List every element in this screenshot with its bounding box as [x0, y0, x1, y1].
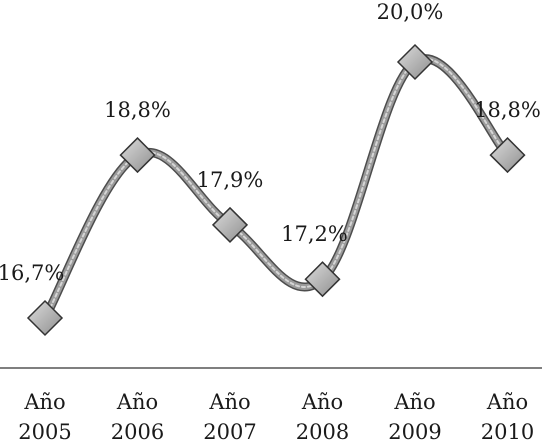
data-label: 17,9% — [197, 168, 264, 192]
data-point-marker — [489, 137, 526, 174]
x-tick-label: Año — [393, 390, 435, 414]
data-point-marker — [304, 261, 341, 298]
x-tick-label: 2006 — [111, 420, 164, 442]
data-point-marker — [211, 206, 249, 243]
data-label: 20,0% — [377, 0, 444, 24]
data-label: 16,7% — [0, 261, 64, 285]
x-tick-label: Año — [116, 390, 158, 414]
x-tick-label: 2005 — [18, 420, 71, 442]
data-point-marker — [396, 43, 434, 81]
x-tick-label: Año — [301, 390, 343, 414]
x-tick-label: Año — [23, 390, 65, 414]
x-tick-label: Año — [208, 390, 250, 414]
data-point-marker — [26, 299, 64, 337]
x-tick-label: 2008 — [296, 420, 349, 442]
data-point-marker — [119, 137, 156, 174]
data-label: 18,8% — [104, 98, 171, 122]
x-tick-label: 2007 — [203, 420, 256, 442]
x-tick-label: 2010 — [481, 420, 534, 442]
data-label: 18,8% — [474, 98, 541, 122]
data-label: 17,2% — [281, 222, 348, 246]
x-tick-label: 2009 — [388, 420, 441, 442]
x-tick-label: Año — [486, 390, 528, 414]
